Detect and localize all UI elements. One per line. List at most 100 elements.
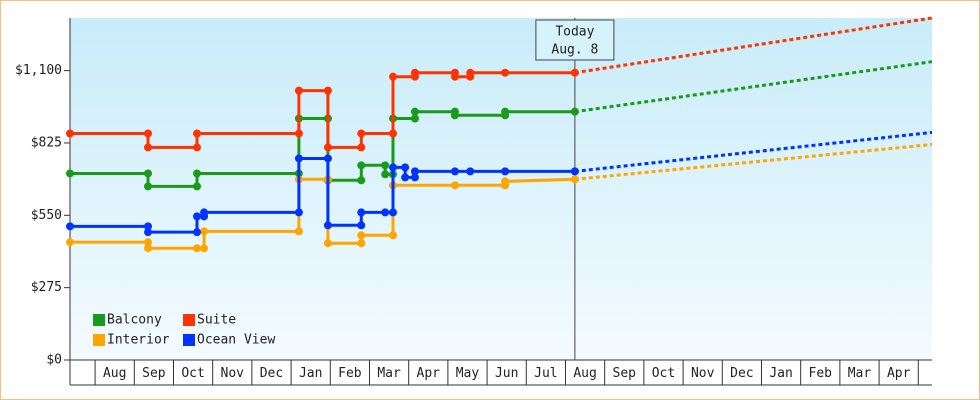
price-point: [501, 68, 510, 77]
price-point: [501, 167, 510, 176]
price-point: [294, 227, 303, 236]
x-tick-label: Dec: [260, 366, 283, 381]
price-point: [357, 221, 366, 230]
price-point: [193, 182, 202, 191]
projection-line: [574, 130, 933, 173]
legend-label: Ocean View: [197, 333, 275, 348]
price-point: [389, 129, 398, 138]
price-point: [144, 228, 153, 237]
legend-swatch: [183, 334, 195, 346]
price-point: [570, 167, 579, 176]
price-point: [323, 143, 332, 152]
legend-swatch: [93, 334, 105, 346]
y-tick-label: $1,100: [15, 63, 62, 78]
x-tick-label: Dec: [730, 366, 753, 381]
price-point: [401, 173, 410, 182]
legend-label: Suite: [197, 313, 236, 328]
x-tick-label: Feb: [809, 366, 833, 381]
price-point: [381, 161, 390, 170]
price-point: [410, 173, 419, 182]
price-point: [357, 239, 366, 248]
projection-line: [574, 143, 933, 181]
price-point: [570, 68, 579, 77]
x-tick-label: Mar: [377, 366, 401, 381]
price-point: [357, 143, 366, 152]
price-point: [357, 161, 366, 170]
x-tick-label: Apr: [887, 366, 911, 381]
y-tick-label: $0: [46, 353, 62, 368]
x-tick-label: Sep: [613, 366, 637, 381]
price-point: [450, 111, 459, 120]
plot-area: [70, 18, 932, 360]
x-tick-label: Apr: [417, 366, 441, 381]
price-point: [193, 169, 202, 178]
x-tick-label: Jun: [495, 366, 518, 381]
price-point: [381, 208, 390, 217]
price-point: [450, 181, 459, 190]
price-point: [144, 244, 153, 253]
price-point: [357, 208, 366, 217]
price-point: [200, 244, 209, 253]
price-point: [66, 169, 74, 178]
price-point: [200, 227, 209, 236]
x-tick-label: Nov: [221, 366, 245, 381]
today-label: Today: [555, 25, 594, 40]
price-point: [501, 107, 510, 116]
x-tick-label: Jan: [299, 366, 322, 381]
price-point: [389, 72, 398, 81]
price-point: [66, 238, 74, 247]
price-point: [466, 68, 475, 77]
price-point: [193, 143, 202, 152]
price-point: [144, 182, 153, 191]
price-point: [410, 68, 419, 77]
x-tick-label: Oct: [181, 366, 204, 381]
price-point: [389, 163, 398, 172]
price-point: [200, 208, 209, 217]
price-point: [357, 231, 366, 240]
y-tick-label: $275: [31, 280, 62, 295]
price-point: [323, 154, 332, 163]
price-point: [294, 129, 303, 138]
price-point: [144, 143, 153, 152]
price-point: [193, 228, 202, 237]
projection-line: [574, 16, 933, 75]
price-point: [193, 244, 202, 253]
x-tick-label: Mar: [848, 366, 872, 381]
price-point: [144, 222, 153, 231]
price-point: [193, 212, 202, 221]
price-point: [144, 129, 153, 138]
price-point: [144, 169, 153, 178]
x-tick-label: Jul: [534, 366, 557, 381]
legend-swatch: [93, 314, 105, 326]
x-tick-label: Oct: [652, 366, 675, 381]
price-point: [389, 208, 398, 217]
price-point: [144, 238, 153, 247]
price-point: [357, 176, 366, 185]
price-point: [294, 154, 303, 163]
price-point: [323, 239, 332, 248]
x-tick-label: Jan: [769, 366, 792, 381]
price-point: [450, 72, 459, 81]
x-tick-label: May: [456, 366, 480, 381]
x-tick-label: Feb: [338, 366, 362, 381]
y-tick-label: $825: [31, 135, 62, 150]
price-point: [357, 129, 366, 138]
price-point: [66, 129, 74, 138]
price-point: [450, 167, 459, 176]
price-point: [389, 231, 398, 240]
y-tick-label: $550: [31, 208, 62, 223]
legend-label: Interior: [107, 333, 170, 348]
legend-swatch: [183, 314, 195, 326]
price-point: [381, 170, 390, 179]
price-point: [410, 167, 419, 176]
price-point: [501, 177, 510, 186]
legend-label: Balcony: [107, 313, 162, 328]
price-point: [466, 167, 475, 176]
price-point: [193, 129, 202, 138]
price-point: [401, 163, 410, 172]
price-point: [410, 114, 419, 123]
price-point: [570, 107, 579, 116]
x-tick-label: Nov: [691, 366, 715, 381]
x-tick-label: Sep: [142, 366, 166, 381]
